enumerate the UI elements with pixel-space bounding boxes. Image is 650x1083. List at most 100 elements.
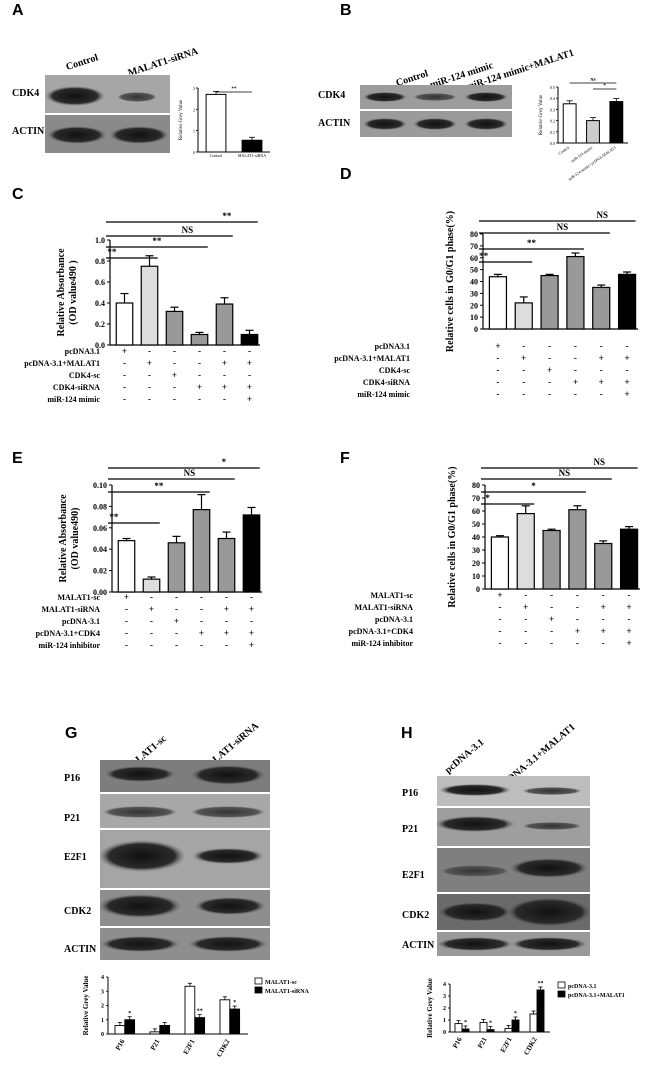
chart-b-bar-2 (586, 120, 600, 144)
chart-c-mark-2-4: - (198, 358, 201, 368)
chart-e-mark-3-1: - (125, 616, 128, 626)
chart-c-mark-1-5: - (223, 346, 226, 356)
chart-h-xtick-2: P21 (476, 1036, 489, 1050)
chart-d-sig-1: ** (479, 251, 489, 261)
chart-e-condition-4: pcDNA-3.1+CDK4 (36, 629, 100, 638)
blot-a-image (45, 75, 170, 153)
chart-h-ytick-label: 1 (443, 1018, 446, 1024)
chart-d-mark-2-4: - (574, 353, 577, 363)
chart-d-ytick-label: 20 (470, 301, 478, 310)
chart-c-mark-4-5: + (222, 382, 227, 392)
chart-e-ytick-label: 0.06 (93, 524, 107, 533)
chart-f-bar-5 (594, 542, 613, 590)
chart-f-mark-2-1: - (498, 602, 501, 612)
chart-e-mark-1-1: + (124, 592, 129, 602)
chart-d-bar-6 (617, 273, 637, 330)
chart-g-bar-2-1 (149, 1031, 161, 1035)
chart-g-xtick-3: E2F1 (182, 1038, 197, 1056)
chart-a-ylabel: Relative Grey Value (179, 99, 184, 140)
chart-b-ytick-label: 0.2 (550, 119, 555, 124)
chart-e-condition-3: pcDNA-3.1 (62, 617, 100, 626)
chart-e-ytick-label: 0.08 (93, 502, 107, 511)
chart-c-mark-1-3: - (173, 346, 176, 356)
chart-f-mark-4-6: + (627, 626, 632, 636)
chart-h-ytick-label: 0 (443, 1030, 446, 1036)
blot-b-row-cdk4: CDK4 (318, 90, 346, 101)
chart-d-mark-2-1: - (496, 353, 499, 363)
chart-c-ytick-label: 1.0 (95, 236, 105, 245)
chart-d-bar-1 (488, 276, 508, 330)
chart-f-mark-4-1: - (498, 626, 501, 636)
chart-c-mark-1-2: - (148, 346, 151, 356)
chart-f-condition-1: MALAT1-sc (370, 591, 413, 600)
panel-label-c: C (12, 186, 24, 203)
chart-c-condition-1: pcDNA3.1 (65, 347, 100, 356)
chart-d-ytick-label: 0 (474, 325, 478, 334)
chart-c-mark-3-4: - (198, 370, 201, 380)
chart-e-mark-2-2: + (149, 604, 154, 614)
chart-e-sig-4: * (222, 457, 227, 467)
chart-e-mark-5-1: - (125, 640, 128, 650)
chart-e-mark-1-4: - (200, 592, 203, 602)
chart-d-mark-3-4: - (574, 365, 577, 375)
panel-label-h: H (401, 725, 413, 742)
chart-e-mark-3-2: - (150, 616, 153, 626)
chart-g-bar-4-1 (219, 999, 231, 1035)
chart-c-bar-1 (115, 302, 134, 346)
chart-d-condition-3: CDK4-sc (379, 366, 411, 375)
chart-f-sig-2: * (531, 481, 536, 491)
chart-e-mark-4-6: + (249, 628, 254, 638)
blot-g-image (100, 760, 270, 960)
chart-d-mark-2-2: + (521, 353, 526, 363)
panel-label-b: B (340, 2, 352, 19)
chart-e-ytick-label: 0.02 (93, 567, 107, 576)
chart-d-mark-5-2: - (522, 389, 525, 399)
chart-h-bar-3-1 (504, 1027, 513, 1033)
chart-e-ylabel-unit: (OD value490) (70, 508, 81, 570)
chart-c-mark-3-1: - (123, 370, 126, 380)
chart-e-sig-3: NS (184, 468, 196, 478)
chart-c-mark-1-6: - (248, 346, 251, 356)
chart-g-xtick-2: P21 (149, 1038, 162, 1052)
chart-f-bar-2 (516, 512, 535, 590)
chart-c-mark-4-6: + (247, 382, 252, 392)
chart-h-bar-1-2 (461, 1028, 470, 1033)
chart-c-mark-4-4: + (197, 382, 202, 392)
chart-e-condition-5: miR-124 inhibitor (38, 641, 100, 650)
chart-g-bar-4-2 (229, 1008, 241, 1035)
chart-c-mark-5-2: - (148, 394, 151, 404)
chart-g-legend-swatch-1 (254, 977, 263, 985)
chart-f-sig-4: NS (594, 457, 606, 467)
chart-e-mark-1-6: - (250, 592, 253, 602)
chart-f-mark-3-1: - (498, 614, 501, 624)
chart-d-mark-4-1: - (496, 377, 499, 387)
chart-c-condition-2: pcDNA-3.1+MALAT1 (24, 359, 100, 368)
chart-b-sig-1: NS (590, 77, 596, 82)
chart-d-mark-4-2: - (522, 377, 525, 387)
panel-label-d: D (340, 166, 352, 183)
chart-d-mark-1-4: - (574, 341, 577, 351)
chart-f-ytick-label: 40 (472, 533, 480, 542)
chart-f-mark-3-2: - (524, 614, 527, 624)
chart-e-mark-1-3: - (175, 592, 178, 602)
chart-a-sig: ** (232, 87, 238, 92)
chart-a-ytick-label: 1 (193, 129, 195, 134)
chart-c-mark-1-1: + (122, 346, 127, 356)
chart-f-condition-5: miR-124 inhibitor (351, 639, 413, 648)
blot-h-row-p16: P16 (402, 788, 419, 799)
chart-e-sig-1: ** (109, 512, 119, 522)
chart-e-sig-2: ** (154, 481, 164, 491)
chart-c-ytick-label: 0.8 (95, 257, 105, 266)
chart-g-bar-2-2 (159, 1024, 171, 1035)
blot-b-image (360, 85, 512, 137)
chart-c-mark-4-2: - (148, 382, 151, 392)
chart-d-bar-4 (566, 255, 585, 330)
chart-f-mark-4-3: - (550, 626, 553, 636)
chart-e-bar-6 (242, 514, 261, 593)
panel-label-a: A (12, 2, 24, 19)
chart-d-mark-3-1: - (496, 365, 499, 375)
chart-d-mark-1-2: - (522, 341, 525, 351)
chart-e-mark-5-6: + (249, 640, 254, 650)
chart-f-mark-1-4: - (576, 590, 579, 600)
